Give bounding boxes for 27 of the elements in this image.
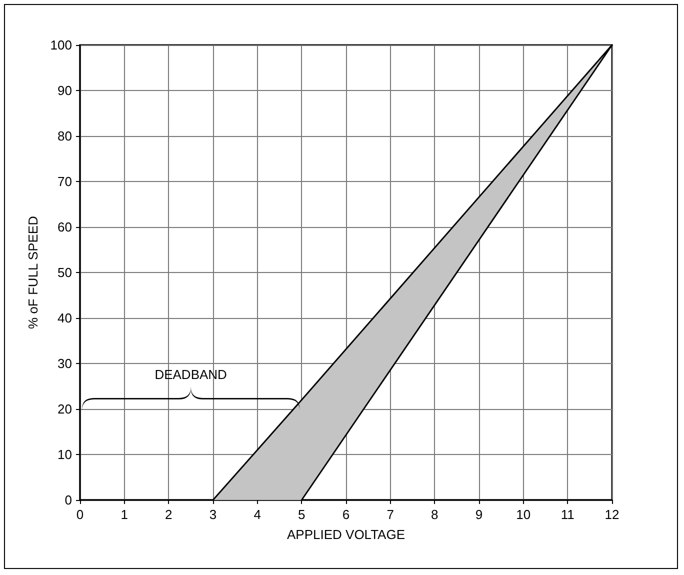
y-tick-label: 10 [58,447,72,462]
annotation: DEADBAND [154,367,227,382]
x-tick-label: 7 [386,507,394,522]
x-tick-label: 11 [560,507,574,522]
x-tick-label: 12 [604,507,620,522]
x-tick-label: 10 [516,507,531,522]
y-tick-label: 0 [64,492,72,508]
y-tick-label: 60 [58,220,72,234]
y-tick-label: 40 [58,310,72,326]
y-tick-label: 20 [58,402,72,416]
x-tick-label: 9 [475,507,483,522]
x-tick-label: 2 [165,507,172,522]
y-tick-label: 30 [58,356,72,371]
x-tick-label: 1 [120,507,128,522]
x-tick-label: 6 [342,507,350,522]
x-tick-label: 4 [254,507,261,522]
y-tick-label: 50 [58,265,72,280]
x-tick-label: 3 [209,507,217,522]
y-axis-title: % oF FULL SPEED [25,216,40,329]
y-tick-label: 70 [58,174,72,189]
x-axis-title: APPLIED VOLTAGE [286,527,406,542]
x-tick-label: 0 [76,507,84,522]
x-tick-label: 5 [298,507,306,522]
y-tick-label: 100 [50,38,72,52]
y-tick-label: 80 [58,128,72,144]
x-tick-label: 8 [431,507,438,522]
y-tick-label: 90 [58,83,72,98]
